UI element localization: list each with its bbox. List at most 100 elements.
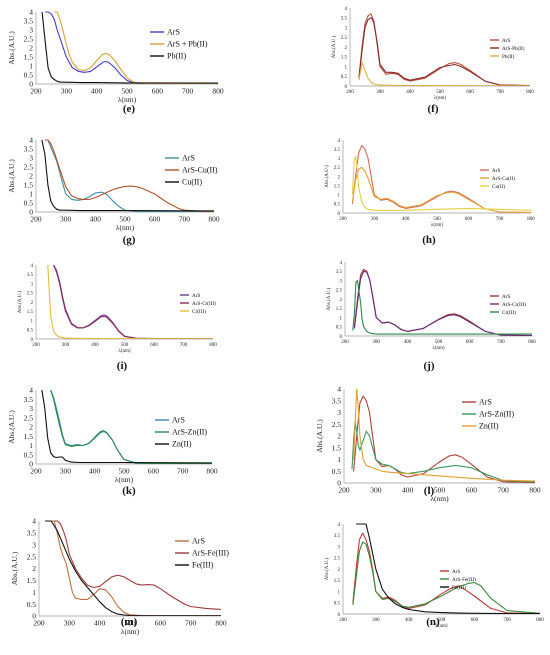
y-axis-label: Abs.(A.U.)	[18, 290, 23, 313]
legend-label: Zn(II)	[172, 440, 192, 449]
x-tick-label: 700	[179, 215, 191, 224]
y-tick-label: 3	[29, 26, 33, 35]
series-line	[353, 395, 535, 483]
series-line	[45, 520, 221, 616]
series-line	[41, 11, 218, 84]
y-tick-label: 4	[31, 264, 34, 269]
y-tick-label: 3.5	[27, 529, 37, 538]
y-tick-label: 2	[29, 423, 33, 432]
x-tick-label: 500	[435, 340, 443, 345]
x-axis-label: λ(nm)	[118, 95, 137, 104]
x-tick-label: 300	[376, 90, 384, 95]
legend-label: ArS-Fe(III)	[452, 576, 476, 583]
panel-label: (i)	[117, 360, 128, 372]
x-tick-label: 300	[61, 87, 73, 96]
x-tick-label: 800	[529, 486, 541, 495]
x-tick-label: 600	[465, 217, 473, 222]
y-tick-label: 1	[29, 441, 33, 450]
y-tick-label: 2.5	[24, 413, 34, 422]
y-tick-label: 0	[29, 80, 33, 89]
y-tick-label: 2	[338, 175, 341, 180]
y-tick-label: 1.5	[27, 576, 37, 585]
legend-label: ArS	[502, 38, 510, 44]
series-line	[352, 279, 532, 335]
y-tick-label: 2.5	[24, 163, 34, 172]
x-tick-label: 200	[339, 618, 347, 623]
series-line	[51, 520, 221, 616]
y-tick-label: 2	[31, 301, 34, 306]
x-tick-label: 700	[497, 340, 505, 345]
y-tick-label: 3	[340, 279, 343, 284]
x-tick-label: 700	[496, 90, 504, 95]
panel-label: (l)	[424, 485, 435, 497]
y-axis-label: Abs.(A.U.)	[325, 165, 330, 188]
y-tick-label: 0.5	[336, 326, 343, 331]
series-line	[53, 264, 213, 339]
x-tick-label: 200	[32, 343, 40, 348]
panel-label: (n)	[426, 616, 440, 628]
y-tick-label: 0	[31, 338, 34, 343]
series-line	[44, 139, 214, 212]
x-axis-label: λ(nm)	[432, 346, 444, 351]
y-tick-label: 1	[340, 316, 343, 321]
x-tick-label: 200	[338, 486, 350, 495]
series-line	[352, 532, 540, 614]
x-tick-label: 500	[124, 619, 136, 628]
panel-label: (f)	[428, 103, 439, 115]
x-tick-label: 500	[118, 467, 130, 476]
y-tick-label: 1.5	[24, 432, 34, 441]
y-tick-label: 1.5	[334, 184, 341, 189]
legend-label: ArS	[452, 569, 460, 575]
y-tick-label: 2.5	[27, 552, 37, 561]
y-tick-label: 2	[32, 564, 36, 573]
series-line	[353, 270, 532, 336]
legend-label: Cu(II)	[182, 178, 202, 187]
series-line	[41, 389, 212, 464]
series-group	[358, 13, 530, 86]
x-axis-label: λ(nm)	[435, 624, 447, 629]
series-line	[351, 166, 531, 213]
y-tick-label: 2.5	[334, 557, 341, 562]
y-tick-label: 1	[29, 62, 33, 71]
x-tick-label: 700	[182, 87, 194, 96]
series-group	[41, 139, 214, 212]
y-tick-label: 0	[29, 208, 33, 217]
legend: ArS ArS-Zn(II) Zn(II)	[462, 398, 514, 431]
y-tick-label: 4	[338, 523, 341, 528]
x-tick-label: 700	[185, 619, 197, 628]
x-tick-label: 800	[208, 215, 220, 224]
series-line	[41, 139, 214, 212]
x-tick-label: 500	[121, 87, 133, 96]
x-tick-label: 600	[148, 467, 160, 476]
x-tick-label: 300	[60, 215, 72, 224]
x-tick-label: 800	[536, 618, 544, 623]
x-tick-label: 600	[155, 619, 167, 628]
x-tick-label: 200	[341, 340, 349, 345]
x-tick-label: 300	[64, 619, 76, 628]
y-tick-label: 1.5	[334, 579, 341, 584]
y-tick-label: 3	[29, 404, 33, 413]
y-tick-label: 0	[340, 335, 343, 340]
y-tick-label: 0.5	[24, 450, 34, 459]
x-axis-label: λ(nm)	[118, 349, 130, 354]
x-tick-label: 700	[503, 618, 511, 623]
x-tick-label: 500	[438, 618, 446, 623]
y-tick-label: 0.5	[24, 199, 34, 208]
y-tick-label: 0	[338, 212, 341, 217]
legend-label: Cr(III)	[192, 308, 206, 315]
series-line	[358, 62, 530, 86]
legend-label: ArS-Cr(III)	[192, 300, 216, 307]
y-tick-label: 1.5	[24, 53, 34, 62]
y-tick-label: 2.5	[334, 166, 341, 171]
y-tick-label: 4	[29, 136, 33, 145]
x-tick-label: 600	[466, 340, 474, 345]
series-group	[352, 523, 540, 614]
y-tick-label: 2.5	[332, 420, 342, 429]
x-tick-label: 400	[94, 619, 106, 628]
x-tick-label: 800	[206, 467, 218, 476]
y-tick-label: 4	[340, 261, 343, 266]
